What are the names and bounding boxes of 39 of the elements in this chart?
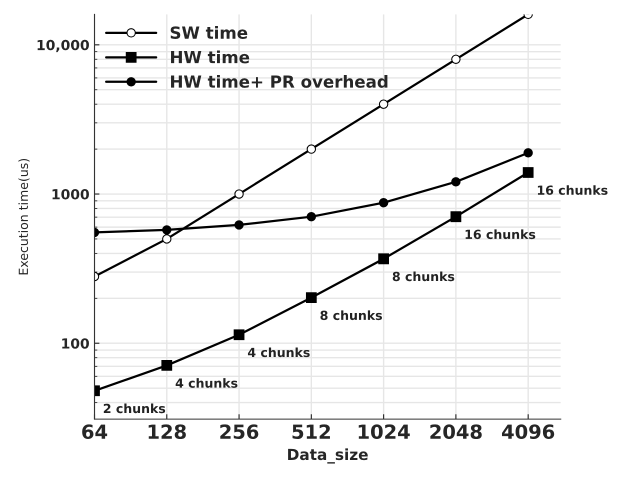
x-tick-label: 64 <box>82 424 108 440</box>
y-tick-label: 1000 <box>52 189 89 200</box>
point <box>234 189 244 199</box>
point <box>378 253 389 264</box>
annotation: 16 chunks <box>538 185 608 195</box>
annotation: 4 chunks <box>176 378 238 388</box>
point <box>378 198 388 208</box>
legend-label: SW time <box>170 26 248 39</box>
x-axis-title: Data_size <box>288 448 368 464</box>
annotation: 8 chunks <box>392 272 454 282</box>
point <box>378 100 388 109</box>
y-tick-label: 100 <box>62 338 89 349</box>
annotation: 4 chunks <box>248 347 310 358</box>
point <box>306 212 316 222</box>
point <box>451 54 461 64</box>
x-tick-label: 512 <box>292 424 330 440</box>
point <box>162 225 172 235</box>
point <box>306 144 316 154</box>
annotation: 16 chunks <box>466 229 536 240</box>
point <box>306 292 317 304</box>
point <box>234 329 244 340</box>
point <box>523 148 533 158</box>
point <box>451 177 461 186</box>
point <box>450 211 462 222</box>
x-tick-label: 2048 <box>430 424 482 440</box>
point <box>162 234 172 244</box>
point <box>522 167 534 178</box>
y-tick-label: 10,000 <box>38 40 89 52</box>
x-tick-label: 256 <box>220 424 258 440</box>
y-axis-title: Execution time(us) <box>18 158 30 274</box>
legend-label: HW time+ PR overhead <box>171 74 388 88</box>
point <box>161 360 172 371</box>
x-tick-label: 4096 <box>502 424 554 440</box>
legend-label: HW time <box>171 50 250 64</box>
annotation: 8 chunks <box>320 310 382 320</box>
x-tick-label: 1024 <box>358 424 410 440</box>
point <box>234 220 244 230</box>
annotation: 2 chunks <box>104 404 166 414</box>
x-tick-label: 128 <box>148 424 186 440</box>
